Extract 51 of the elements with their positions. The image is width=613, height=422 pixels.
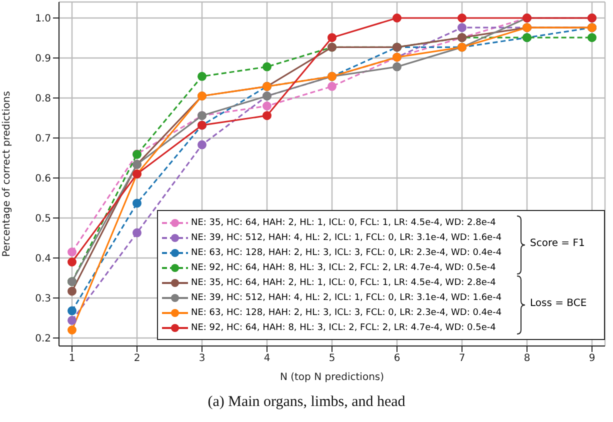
x-tick-label: 8 [524,353,530,364]
point [328,82,336,91]
y-axis-title: Percentage of correct predictions [2,91,13,257]
y-tick-label: 0.7 [35,134,51,145]
y-tick-label: 0.2 [35,334,51,345]
y-tick-label: 0.4 [35,254,51,265]
annotation: Loss = BCE [530,298,587,309]
x-tick-label: 3 [198,353,206,364]
point [588,33,596,42]
y-tick-label: 0.3 [35,294,51,305]
text: (a) Main organs, limbs, and head [206,394,406,411]
point [198,140,206,150]
point [262,62,272,72]
y-tick-label: 0.5 [35,214,51,225]
x-tick-label: 7 [458,353,466,364]
x-tick-label: 9 [588,353,596,364]
y-tick-label: 0.8 [35,94,51,105]
y-tick-label: 0.6 [35,174,51,185]
point [392,14,402,22]
x-tick-label: 6 [394,353,400,364]
point [68,316,76,325]
legend-label: NE: 39, HC: 512, HAH: 4, HL: 2, ICL: 1, FCL: 0, LR: 3.1e-4, WD: 1.6e-4 [191,292,502,302]
point [328,33,336,42]
legend-label: NE: 92, HC: 64, HAH: 8, HL: 3, ICL: 2, FCL: 2, LR: 4.7e-4, WD: 0.5e-4 [191,262,496,272]
point [262,111,272,120]
x-tick-label: 1 [68,353,76,364]
x-tick-label: 2 [134,353,140,364]
point [68,286,76,296]
legend-label: NE: 35, HC: 64, HAH: 2, HL: 1, ICL: 0, FCL: 1, LR: 4.5e-4, WD: 2.8e-4 [191,278,496,288]
legend-label: NE: 35, HC: 64, HAH: 2, HL: 1, ICL: 0, FCL: 1, LR: 4.5e-4, WD: 2.8e-4 [191,218,496,228]
annotation: Score = F1 [530,238,585,249]
point [132,228,142,238]
point [68,306,76,316]
y-tick-label: 1.0 [35,14,51,25]
point [198,72,206,81]
x-tick-label: 5 [328,353,336,364]
point [392,62,402,72]
point [458,23,466,32]
point [68,248,76,256]
x-tick-label: 4 [264,353,270,364]
legend-label: NE: 63, HC: 128, HAH: 2, HL: 3, ICL: 3, FCL: 0, LR: 2.3e-4, WD: 0.4e-4 [191,308,502,318]
legend-label: NE: 92, HC: 64, HAH: 8, HL: 3, ICL: 2, FCL: 2, LR: 4.7e-4, WD: 0.5e-4 [191,322,496,332]
y-tick-label: 0.9 [35,54,51,65]
x-axis-title: N (top N predictions) [280,372,384,383]
point [132,198,142,208]
legend-label: NE: 63, HC: 128, HAH: 2, HL: 3, ICL: 3, FCL: 0, LR: 2.3e-4, WD: 0.4e-4 [191,248,502,258]
point [262,102,272,110]
legend-label: NE: 39, HC: 512, HAH: 4, HL: 2, ICL: 1, FCL: 0, LR: 3.1e-4, WD: 1.6e-4 [191,232,502,242]
point [458,14,466,22]
point [68,258,76,266]
point [68,326,76,334]
